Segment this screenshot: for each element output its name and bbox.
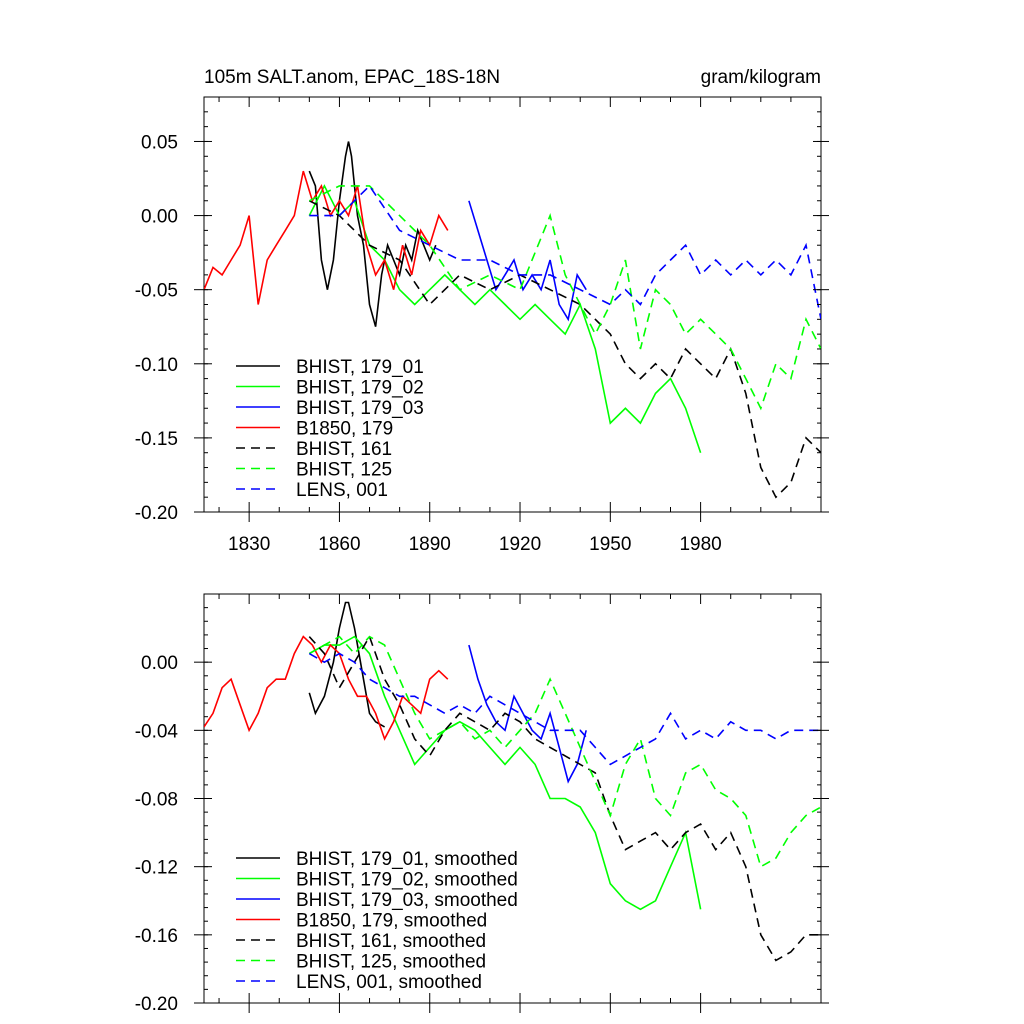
series-line-4 [308,200,821,499]
legend-label: BHIST, 161, smoothed [296,931,486,952]
legend-label: BHIST, 179_03 [296,398,424,419]
legend-label: BHIST, 125, smoothed [296,952,486,973]
legend-label: B1850, 179 [296,419,393,440]
legend-label: BHIST, 179_01 [296,357,424,378]
y-tick-label: -0.08 [135,790,178,811]
legend-label: BHIST, 179_01, smoothed [296,849,518,870]
series-line-6 [309,184,821,320]
legend-label: BHIST, 161 [296,439,392,460]
series-line-2 [468,644,587,784]
y-tick-label: 0.00 [141,207,178,228]
x-tick-label: 1860 [318,534,360,555]
series-line-0 [308,601,385,728]
panel-top: 1830 1860 1890 1920 1950 1980 0.05 0.00 -0.05 -0.… [135,96,829,555]
y-tick-label: -0.20 [135,994,178,1015]
title-right: gram/kilogram [701,67,821,88]
y-tick-label: -0.04 [135,721,179,742]
panel-bottom: 0.00 -0.04 -0.08 -0.12 -0.16 -0.20 BHIST, 179_… [135,593,829,1015]
series-line-3 [204,170,449,305]
x-tick-label: 1950 [589,534,631,555]
series-group [204,141,821,499]
legend-label: BHIST, 125 [296,460,392,481]
legend-label: BHIST, 179_02 [296,378,424,399]
y-tick-label: -0.20 [135,503,178,524]
legend-label: BHIST, 179_03, smoothed [296,890,518,911]
series-line-4 [308,634,821,962]
series-line-1 [308,184,702,453]
x-tick-label: 1830 [228,534,270,555]
series-line-1 [308,635,702,911]
y-tick-label: -0.12 [135,858,178,879]
x-tick-label: 1920 [499,534,541,555]
series-line-2 [468,200,587,322]
legend-label: LENS, 001, smoothed [296,972,482,993]
series-line-0 [308,141,437,327]
legend-label: B1850, 179, smoothed [296,911,487,932]
y-tick-label: 0.05 [141,132,178,153]
legend-label: LENS, 001 [296,480,388,501]
series-line-3 [204,635,449,741]
x-tick-label: 1890 [409,534,451,555]
y-tick-label: -0.05 [135,281,178,302]
y-tick-label: 0.00 [141,653,178,674]
series-line-5 [308,185,821,411]
y-tick-label: -0.16 [135,926,178,947]
y-tick-label: -0.10 [135,355,178,376]
x-tick-label: 1980 [679,534,721,555]
title-left: 105m SALT.anom, EPAC_18S-18N [204,67,500,88]
series-line-5 [308,635,821,868]
series-group [204,601,821,962]
legend-label: BHIST, 179_02, smoothed [296,870,518,891]
y-tick-label: -0.15 [135,429,178,450]
series-line-6 [308,652,821,766]
